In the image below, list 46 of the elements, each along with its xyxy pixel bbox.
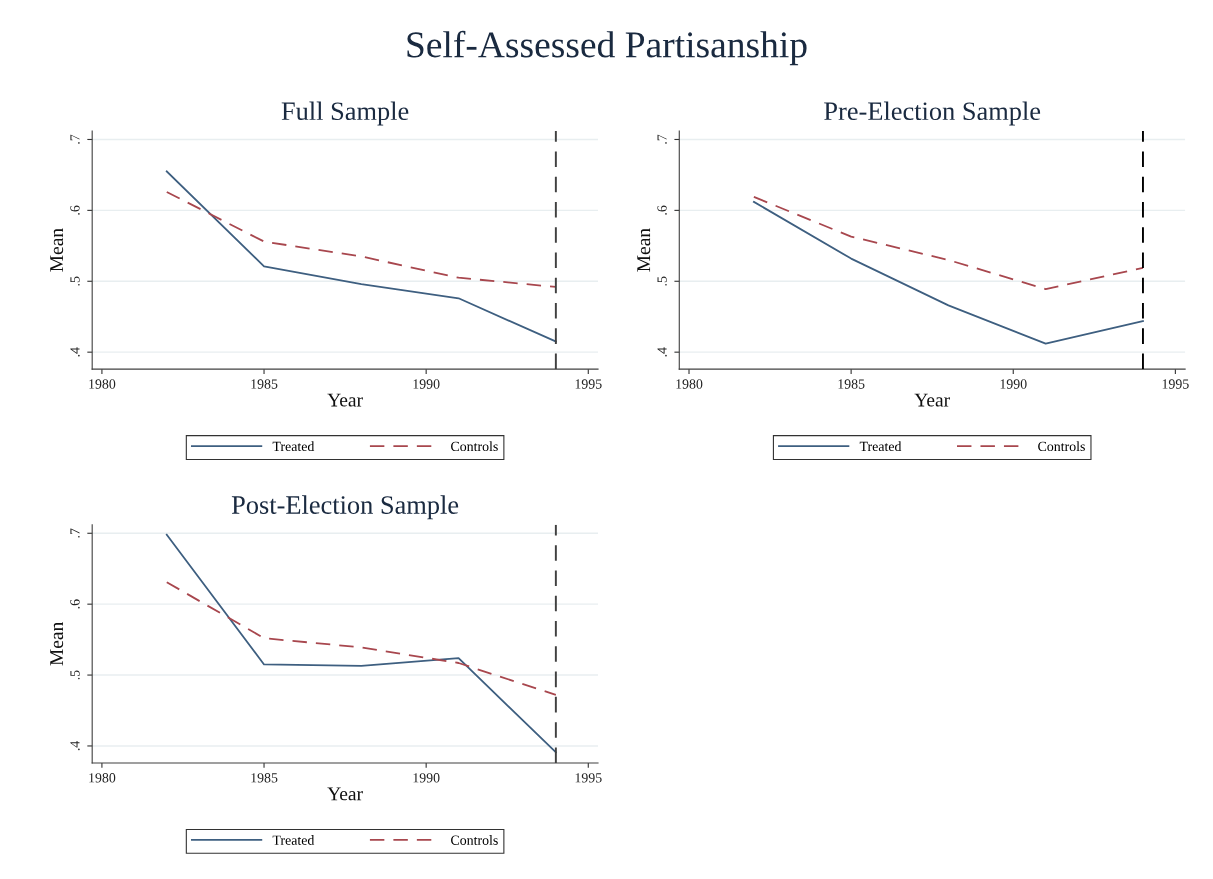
x-tick-label: 1995 xyxy=(1162,379,1189,389)
legend-label: Controls xyxy=(451,835,498,845)
chart-title: Pre-Election Sample xyxy=(824,101,1041,126)
line-series xyxy=(752,195,1144,290)
x-tick-label: 1985 xyxy=(251,773,278,783)
y-axis-title: Mean xyxy=(637,228,651,272)
x-tick-label: 1990 xyxy=(1000,379,1027,389)
x-tick-label: 1995 xyxy=(575,773,602,783)
legend-label: Treated xyxy=(272,835,315,845)
x-tick-label: 1990 xyxy=(413,379,440,389)
y-axis-title: Mean xyxy=(50,622,64,666)
line-series xyxy=(165,581,557,696)
y-tick-label: .4 xyxy=(70,347,80,357)
y-tick-label: .5 xyxy=(70,276,80,286)
x-tick-label: 1980 xyxy=(676,379,703,389)
x-tick-label: 1985 xyxy=(838,379,865,389)
y-tick-label: .4 xyxy=(657,347,667,357)
y-tick-label: .7 xyxy=(657,134,667,144)
x-axis-title: Year xyxy=(327,787,363,801)
y-tick-label: .5 xyxy=(657,276,667,286)
line-series xyxy=(165,533,557,754)
x-axis-title: Year xyxy=(327,393,363,407)
y-tick-label: .4 xyxy=(70,740,80,751)
y-tick-label: .7 xyxy=(70,528,80,538)
line-series xyxy=(752,200,1144,345)
legend-label: Controls xyxy=(1038,441,1085,452)
text: Self-Assessed Partisanship xyxy=(407,30,807,66)
x-tick-label: 1990 xyxy=(413,773,440,783)
x-tick-label: 1980 xyxy=(89,379,116,389)
legend-label: Treated xyxy=(272,441,315,452)
x-tick-label: 1995 xyxy=(575,379,602,389)
x-axis-title: Year xyxy=(914,393,950,407)
y-axis-title: Mean xyxy=(50,228,64,272)
legend-label: Treated xyxy=(859,441,902,452)
y-tick-label: .6 xyxy=(70,599,80,609)
y-tick-label: .6 xyxy=(70,205,80,215)
line-series xyxy=(165,191,557,288)
y-tick-label: .7 xyxy=(70,134,80,144)
y-tick-label: .6 xyxy=(657,205,667,215)
x-tick-label: 1985 xyxy=(251,379,278,389)
chart-title: Full Sample xyxy=(281,101,409,126)
legend-label: Controls xyxy=(451,441,498,452)
y-tick-label: .5 xyxy=(70,670,80,680)
line-series xyxy=(165,170,557,343)
x-tick-label: 1980 xyxy=(89,773,116,783)
chart-title: Post-Election Sample xyxy=(231,495,459,520)
